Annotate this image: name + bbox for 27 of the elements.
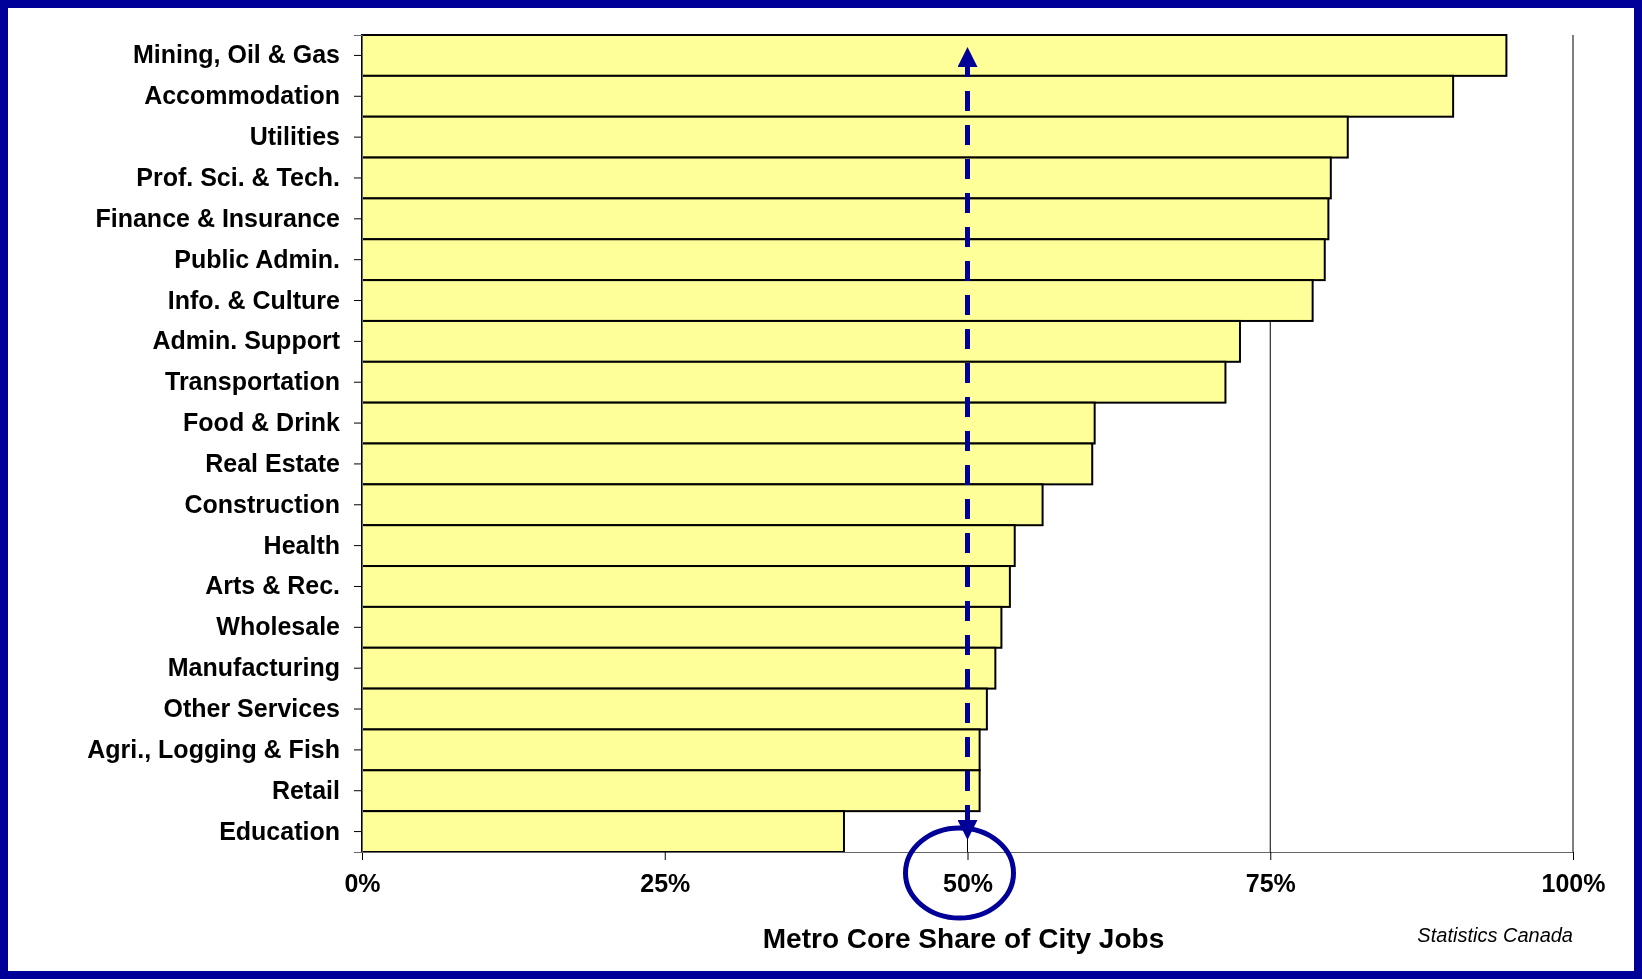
y-tick-label: Retail (271, 775, 340, 804)
y-tick-label: Info. & Culture (167, 285, 341, 314)
y-tick-label: Food & Drink (183, 408, 341, 437)
y-tick-label: Accommodation (144, 81, 340, 110)
x-tick-label: 0% (344, 868, 381, 897)
y-tick-label: Real Estate (205, 448, 341, 477)
x-tick-label: 25% (640, 868, 691, 897)
y-tick-label: Health (263, 530, 340, 559)
y-tick-label: Education (219, 816, 340, 845)
y-tick-label: Mining, Oil & Gas (133, 40, 340, 69)
y-tick-label: Public Admin. (174, 244, 340, 273)
y-tick-label: Utilities (249, 122, 340, 151)
y-tick-label: Wholesale (216, 612, 341, 641)
y-tick-label: Prof. Sci. & Tech. (136, 162, 340, 191)
y-tick-label: Admin. Support (152, 326, 341, 355)
y-tick-label: Manufacturing (167, 653, 340, 682)
y-tick-label: Transportation (164, 367, 340, 396)
x-axis-title: Metro Core Share of City Jobs (762, 923, 1165, 954)
y-tick-label: Finance & Insurance (95, 203, 341, 232)
y-tick-label: Other Services (163, 694, 340, 723)
y-tick-label: Arts & Rec. (205, 571, 340, 600)
x-tick-label: 50% (942, 868, 994, 897)
y-tick-label: Agri., Logging & Fish (87, 734, 340, 763)
x-tick-label: 75% (1245, 868, 1296, 897)
x-tick-label: 100% (1541, 868, 1606, 897)
text: Statistics Canada (1417, 924, 1573, 946)
y-tick-label: Construction (184, 489, 340, 518)
